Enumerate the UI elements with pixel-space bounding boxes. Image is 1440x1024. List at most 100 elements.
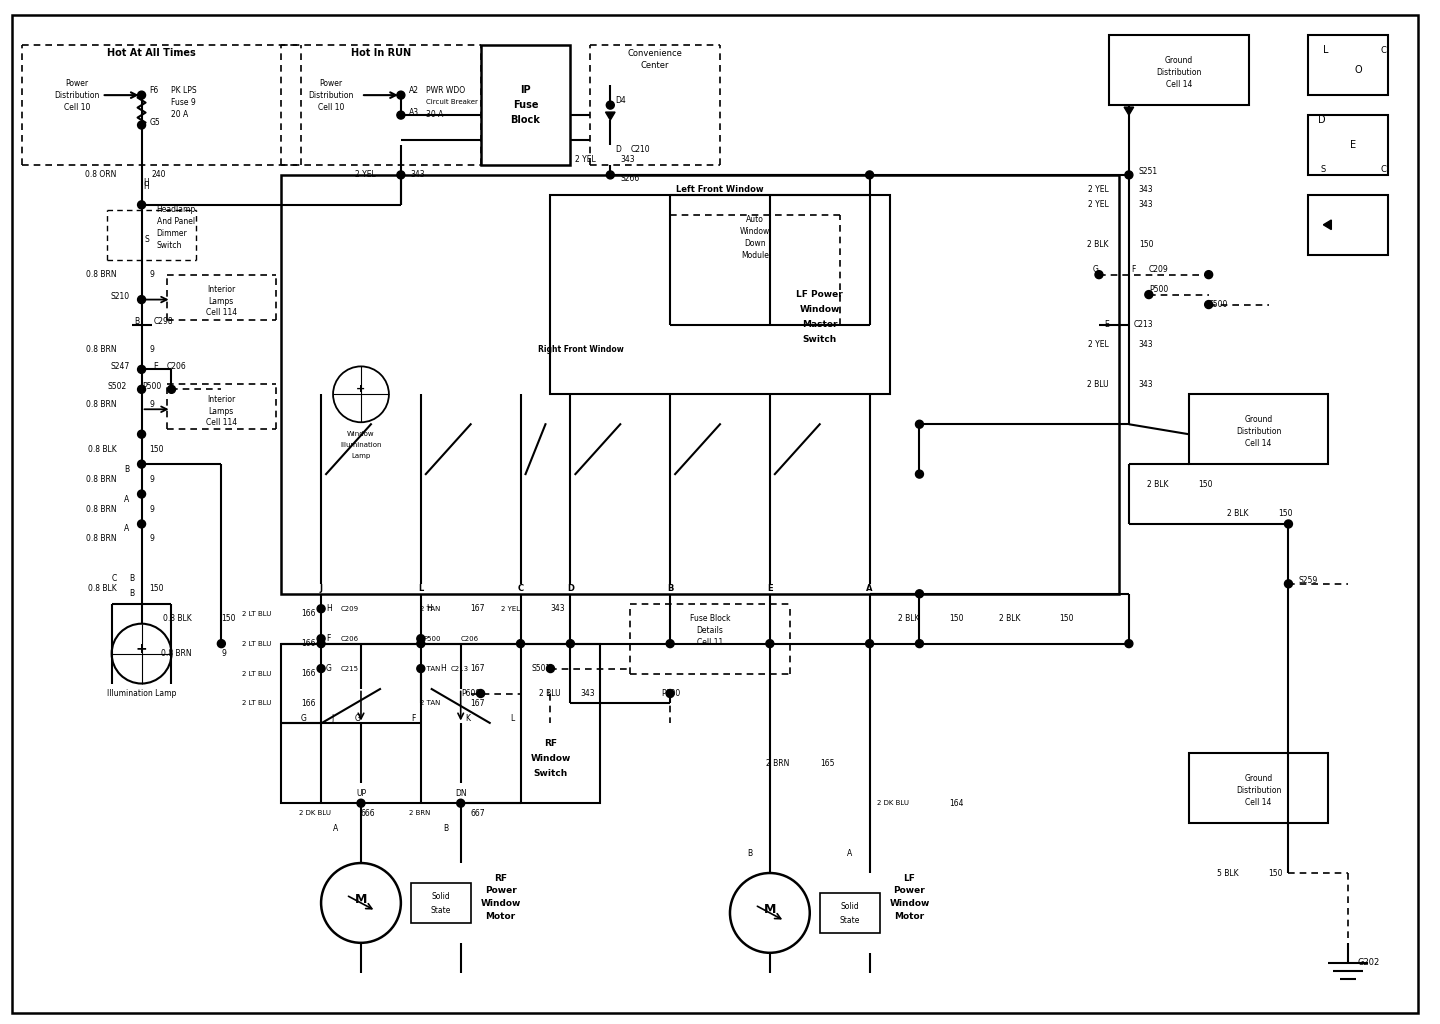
Text: A: A	[124, 495, 130, 504]
Text: 2 YEL: 2 YEL	[1089, 340, 1109, 349]
Text: 2 TAN: 2 TAN	[420, 606, 441, 611]
Text: 150: 150	[150, 444, 164, 454]
Text: 343: 343	[1139, 380, 1153, 389]
Text: PK LPS: PK LPS	[171, 86, 197, 94]
Bar	[1309, 195, 1388, 255]
Circle shape	[667, 640, 674, 647]
Text: E: E	[1351, 140, 1356, 150]
Text: 9: 9	[150, 399, 154, 409]
Text: C209: C209	[1149, 265, 1169, 274]
Text: Fuse 9: Fuse 9	[171, 97, 196, 106]
Text: 9: 9	[150, 345, 154, 354]
Text: Window: Window	[799, 305, 840, 314]
Circle shape	[138, 490, 145, 498]
Text: 150: 150	[1279, 510, 1293, 518]
Text: 2 YEL: 2 YEL	[575, 156, 595, 165]
Text: B: B	[130, 589, 134, 598]
Circle shape	[916, 640, 923, 647]
Text: Interior: Interior	[207, 395, 236, 403]
Text: PWR WDO: PWR WDO	[426, 86, 465, 94]
Circle shape	[766, 640, 773, 647]
Text: 2 TAN: 2 TAN	[420, 666, 441, 672]
Circle shape	[667, 689, 674, 697]
Text: S: S	[144, 236, 148, 245]
Bar	[281, 644, 600, 803]
Circle shape	[1284, 580, 1293, 588]
Circle shape	[138, 366, 145, 374]
Bar	[1309, 35, 1388, 95]
Text: C206: C206	[461, 636, 480, 642]
Circle shape	[138, 460, 145, 468]
Text: G5: G5	[150, 118, 160, 127]
Text: 166: 166	[301, 639, 315, 648]
Text: IP: IP	[520, 85, 531, 95]
Text: Right Front Window: Right Front Window	[537, 345, 624, 354]
Text: Distribution: Distribution	[1236, 427, 1282, 436]
Text: S266: S266	[621, 174, 639, 183]
Text: 150: 150	[222, 614, 236, 624]
Circle shape	[916, 470, 923, 478]
Text: M: M	[763, 903, 776, 916]
Text: A: A	[334, 823, 338, 833]
Circle shape	[167, 385, 176, 393]
Text: 2 BLU: 2 BLU	[539, 689, 560, 698]
Text: Block: Block	[511, 115, 540, 125]
Text: B: B	[747, 849, 753, 857]
Circle shape	[1145, 291, 1153, 299]
Text: Convenience: Convenience	[628, 49, 683, 57]
Text: G: G	[1093, 265, 1099, 274]
Text: 150: 150	[1269, 868, 1283, 878]
Text: 9: 9	[150, 535, 154, 544]
Text: Module: Module	[742, 251, 769, 260]
Text: Ground: Ground	[1244, 774, 1273, 782]
Text: H: H	[325, 604, 331, 613]
Polygon shape	[605, 112, 615, 120]
Text: Motor: Motor	[485, 912, 516, 922]
Text: 2 DK BLU: 2 DK BLU	[300, 810, 331, 816]
Text: H: H	[144, 178, 150, 187]
Text: A2: A2	[409, 86, 419, 94]
Text: Switch: Switch	[802, 335, 837, 344]
Text: L: L	[418, 585, 423, 593]
Text: C: C	[517, 585, 524, 593]
Text: Lamps: Lamps	[209, 407, 233, 416]
Text: 2 BRN: 2 BRN	[766, 759, 789, 768]
Text: Distribution: Distribution	[1236, 785, 1282, 795]
Text: 0.8 BRN: 0.8 BRN	[86, 270, 117, 280]
Text: 2 BLK: 2 BLK	[1227, 510, 1248, 518]
Text: Lamp: Lamp	[351, 454, 370, 459]
Circle shape	[416, 635, 425, 643]
Text: 0.8 BRN: 0.8 BRN	[86, 505, 117, 513]
Text: Ground: Ground	[1165, 55, 1192, 65]
Text: 0.8 BRN: 0.8 BRN	[161, 649, 192, 658]
Bar	[1109, 35, 1248, 105]
Circle shape	[138, 296, 145, 303]
Text: B: B	[134, 317, 140, 326]
Text: 2 BLU: 2 BLU	[1087, 380, 1109, 389]
Text: Switch: Switch	[157, 242, 181, 250]
Text: Circuit Breaker: Circuit Breaker	[426, 99, 478, 105]
Circle shape	[606, 171, 615, 179]
Text: S500: S500	[1208, 300, 1228, 309]
Text: G202: G202	[1356, 958, 1380, 968]
Text: 343: 343	[550, 604, 564, 613]
Text: Cell 114: Cell 114	[206, 308, 238, 317]
Text: J: J	[320, 585, 323, 593]
Text: 167: 167	[471, 699, 485, 708]
Text: L: L	[1323, 45, 1329, 55]
Text: 2 YEL: 2 YEL	[501, 606, 520, 611]
Circle shape	[138, 385, 145, 393]
Text: C206: C206	[341, 636, 359, 642]
Text: LF: LF	[903, 873, 916, 883]
Text: 9: 9	[222, 649, 226, 658]
Text: Distribution: Distribution	[1156, 68, 1201, 77]
Text: 150: 150	[1198, 479, 1212, 488]
Text: 2 BLK: 2 BLK	[1148, 479, 1169, 488]
Text: Window: Window	[347, 431, 374, 437]
Text: Fuse Block: Fuse Block	[690, 614, 730, 624]
Text: 9: 9	[150, 474, 154, 483]
Text: 150: 150	[949, 614, 963, 624]
Text: 240: 240	[151, 170, 166, 179]
Text: State: State	[840, 916, 860, 926]
Text: G: G	[325, 665, 333, 673]
